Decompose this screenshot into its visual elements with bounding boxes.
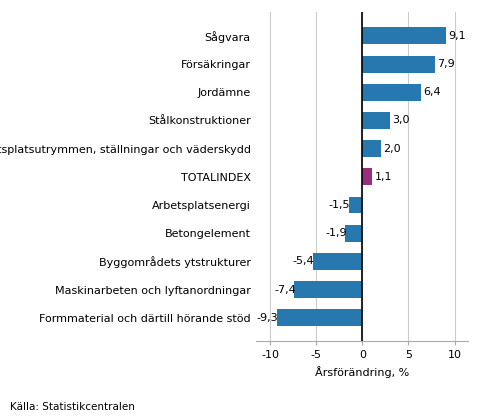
Bar — [362, 168, 373, 185]
Text: -1,5: -1,5 — [329, 200, 351, 210]
Bar — [362, 140, 381, 157]
Bar — [362, 56, 435, 72]
Text: 9,1: 9,1 — [448, 31, 466, 41]
Bar — [362, 84, 422, 101]
Bar — [294, 281, 362, 298]
Text: 1,1: 1,1 — [374, 172, 392, 182]
Text: -7,4: -7,4 — [274, 285, 296, 295]
Bar — [313, 253, 362, 270]
Bar — [349, 196, 362, 213]
Bar — [362, 27, 446, 45]
Bar — [345, 225, 362, 242]
Bar — [362, 112, 390, 129]
X-axis label: Årsförändring, %: Årsförändring, % — [315, 366, 410, 378]
Bar — [277, 309, 362, 326]
Text: -5,4: -5,4 — [293, 256, 315, 266]
Text: 3,0: 3,0 — [392, 115, 409, 126]
Text: 6,4: 6,4 — [423, 87, 441, 97]
Text: Källa: Statistikcentralen: Källa: Statistikcentralen — [10, 402, 135, 412]
Text: 7,9: 7,9 — [437, 59, 455, 69]
Text: 2,0: 2,0 — [383, 144, 400, 154]
Text: -9,3: -9,3 — [257, 313, 279, 323]
Text: -1,9: -1,9 — [325, 228, 347, 238]
